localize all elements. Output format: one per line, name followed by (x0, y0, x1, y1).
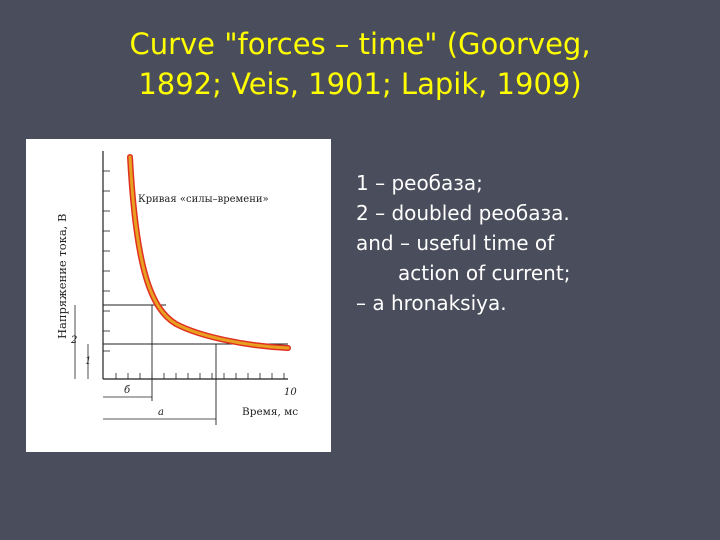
legend-list: 1 – реобаза; 2 – doubled реобаза. and – … (356, 168, 708, 318)
marker-1-label: 1 (85, 356, 91, 367)
legend-item-doubled-rheobase: 2 – doubled реобаза. (356, 201, 570, 225)
y-axis-ticks (103, 170, 110, 352)
slide-title-line-1: Curve "forces – time" (Goorveg, (129, 27, 591, 61)
legend-item-useful-time-line-1: and – useful time of (356, 231, 555, 255)
slide-title-line-2: 1892; Veis, 1901; Lapik, 1909) (138, 67, 582, 101)
legend-item-chronaxie: – a hronaksiya. (356, 291, 507, 315)
x-axis-label: Время, мс (242, 406, 298, 418)
strength-duration-curve-outline (127, 154, 291, 351)
marker-a-label: а (158, 407, 164, 418)
strength-duration-curve (128, 155, 290, 350)
strength-duration-figure: Напряжение тока, В Кривая «силы–времени»… (26, 139, 331, 452)
curve-label: Кривая «силы–времени» (138, 194, 269, 205)
legend-item-rheobase: 1 – реобаза; (356, 171, 483, 195)
marker-10-label: 10 (284, 387, 297, 398)
legend-item-useful-time: and – useful time of action of current; (356, 228, 708, 288)
strength-duration-plot: Напряжение тока, В Кривая «силы–времени»… (55, 151, 298, 425)
legend-item-useful-time-line-2: action of current; (398, 261, 571, 285)
marker-b-label: б (124, 385, 131, 396)
y-axis-label: Напряжение тока, В (55, 214, 69, 339)
x-axis-ticks (115, 373, 285, 379)
marker-2-label: 2 (70, 335, 77, 346)
slide-title: Curve "forces – time" (Goorveg, 1892; Ve… (20, 24, 700, 104)
